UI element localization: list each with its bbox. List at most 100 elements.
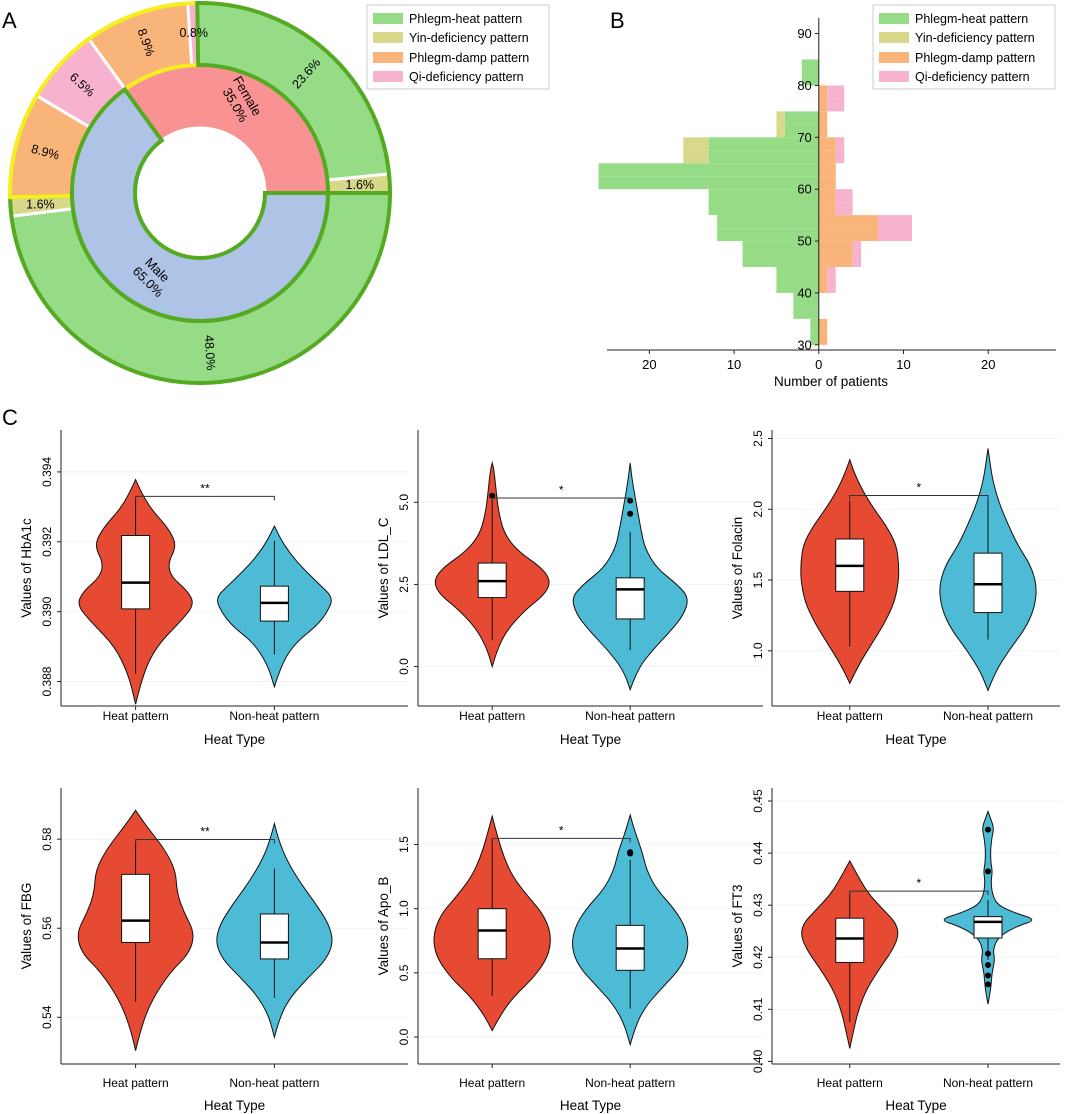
box-iqr (973, 916, 1003, 939)
significance-marker: * (559, 483, 564, 497)
pyramid-bar-qi-17 (827, 85, 845, 99)
pyramid-bar-damp-17 (818, 85, 828, 99)
violin-grid: Heat pattern Non-heat pattern**0.3880.390… (19, 430, 1060, 1113)
pyramid-bar-damp-9 (818, 189, 836, 203)
violin-plot-values-of-folacin: Heat pattern Non-heat pattern * 1.0 1.5 2.0 2.… (730, 430, 1060, 747)
pyramid-x-tick-label-0: 20 (642, 357, 656, 372)
pyramid-y-tick-label-5: 80 (797, 78, 811, 93)
pyramid-bar-qi-4 (852, 254, 862, 267)
y-tick-label-3: 2.5 (751, 430, 765, 447)
x-tick-label-heat-pattern: Heat pattern (817, 1076, 883, 1090)
pyramid-bar-damp-7 (818, 215, 879, 229)
outlier-point (985, 950, 991, 957)
pyramid-bar-damp-4 (818, 254, 853, 267)
pyramid-x-tick-label-3: 10 (896, 357, 910, 372)
pyramid-bar-qi-6 (878, 228, 912, 242)
pyramid-bar-damp-16 (818, 98, 828, 112)
y-tick-label-2: 0.42 (751, 945, 765, 969)
pyramid-bar-qi-13 (835, 137, 845, 151)
y-tick-label-3: 0.394 (40, 457, 54, 487)
significance-bracket (491, 837, 631, 843)
pyramid-y-tick-label-4: 70 (797, 130, 811, 145)
outlier-point (985, 826, 991, 833)
pyramid-bar-heat-0 (810, 331, 819, 345)
y-tick-label-5: 0.45 (751, 789, 765, 813)
significance-bracket (135, 495, 275, 501)
pyramid-bar-damp-0 (818, 331, 828, 345)
significance-bracket (849, 890, 989, 896)
pyramid-bar-damp-6 (818, 228, 879, 242)
legend-a-swatch-phlegm-heat (373, 13, 403, 24)
y-axis-title: Values of FT3 (730, 884, 745, 967)
box-iqr (615, 577, 645, 620)
pyramid-bar-damp-12 (818, 150, 836, 164)
legend-b-swatch-phlegm-damp (879, 52, 909, 63)
pyramid-bar-damp-11 (818, 163, 836, 177)
x-tick-label-heat-pattern: Heat pattern (103, 709, 169, 723)
x-axis-title: Heat Type (885, 732, 946, 747)
pyramid-x-tick-label-2: 0 (815, 357, 822, 372)
pyramid-bar-heat-1 (810, 318, 819, 332)
pyramid-bar-qi-2 (827, 279, 836, 293)
pyramid-bar-heat-16 (784, 124, 819, 138)
y-tick-label-1: 1.5 (751, 571, 765, 588)
pyramid-bar-damp-10 (818, 176, 836, 190)
outlier-point (985, 868, 991, 875)
x-tick-label-heat-pattern: Heat pattern (103, 1076, 169, 1090)
age-pyramid-chart: 20 10 0 10 20 30 40 50 60 70 80 90 Number of patien… (598, 4, 1056, 389)
y-axis-title: Values of FBG (19, 883, 34, 970)
outlier-point (985, 972, 991, 979)
pyramid-bar-heat-8 (717, 228, 819, 242)
significance-marker: * (559, 823, 564, 837)
legend-a-label-phlegm-damp: Phlegm-damp pattern (409, 51, 529, 65)
x-tick-label-heat-pattern: Heat pattern (459, 1076, 525, 1090)
pyramid-bar-yin-16 (776, 124, 785, 138)
x-tick-label-non-heat-pattern: Non-heat pattern (585, 709, 675, 723)
outer-label-1: 1.6% (26, 198, 55, 212)
pyramid-bar-damp-15 (818, 111, 828, 125)
significance-bracket (849, 495, 989, 500)
x-axis-title: Heat Type (204, 732, 265, 747)
y-tick-label-1: 0.5 (397, 964, 411, 981)
pyramid-bar-qi-5 (852, 241, 862, 255)
y-tick-label-1: 2.5 (397, 576, 411, 593)
box-iqr (121, 535, 151, 610)
pyramid-bar-yin-14 (683, 150, 709, 164)
pyramid-bar-damp-3 (818, 267, 828, 280)
pyramid-bar-heat-11 (708, 189, 819, 203)
pyramid-bar-damp-1 (818, 318, 828, 332)
x-tick-label-non-heat-pattern: Non-heat pattern (585, 1076, 675, 1090)
outlier-point (489, 492, 496, 499)
pyramid-bar-heat-12 (598, 176, 819, 190)
pyramid-bar-heat-10 (708, 202, 819, 216)
outlier-point (985, 962, 991, 969)
pyramid-bars (598, 59, 912, 345)
pyramid-bar-damp-2 (818, 279, 828, 293)
y-tick-label-4: 0.44 (751, 841, 765, 865)
pyramid-y-tick-label-6: 90 (797, 26, 811, 41)
y-tick-label-0: 0.54 (40, 1005, 54, 1029)
y-tick-label-1: 0.390 (40, 596, 54, 626)
pyramid-bar-heat-9 (717, 215, 819, 229)
pyramid-y-tick-label-3: 60 (797, 182, 811, 197)
pyramid-y-tick-label-0: 30 (797, 337, 811, 352)
legend-a-label-qi-deficiency: Qi-deficiency pattern (409, 70, 524, 84)
violin-plot-values-of-fbg: Heat pattern Non-heat pattern ** 0.54 0.56 0.… (19, 788, 408, 1113)
pyramid-y-tick-label-2: 50 (797, 234, 811, 249)
y-axis-title: Values of Folacin (730, 517, 745, 620)
outer-label-7: 1.6% (346, 178, 375, 192)
significance-bracket (135, 839, 275, 844)
legend-b-swatch-phlegm-heat (879, 13, 909, 24)
x-axis-title: Heat Type (560, 1098, 621, 1113)
significance-marker: * (917, 876, 922, 890)
legend-a-swatch-yin-deficiency (373, 32, 403, 43)
pyramid-axes: 20 10 0 10 20 30 40 50 60 70 80 90 (607, 18, 1056, 372)
pyramid-bar-qi-8 (835, 202, 853, 216)
box-iqr (121, 873, 151, 943)
y-tick-label-3: 0.43 (751, 893, 765, 917)
pyramid-bar-qi-3 (827, 267, 836, 280)
legend-b-label-yin-deficiency: Yin-deficiency pattern (915, 31, 1035, 45)
violin-plot-values-of-hba1c: Heat pattern Non-heat pattern ** 0.388 0.390… (19, 430, 408, 747)
box-iqr (477, 908, 507, 960)
